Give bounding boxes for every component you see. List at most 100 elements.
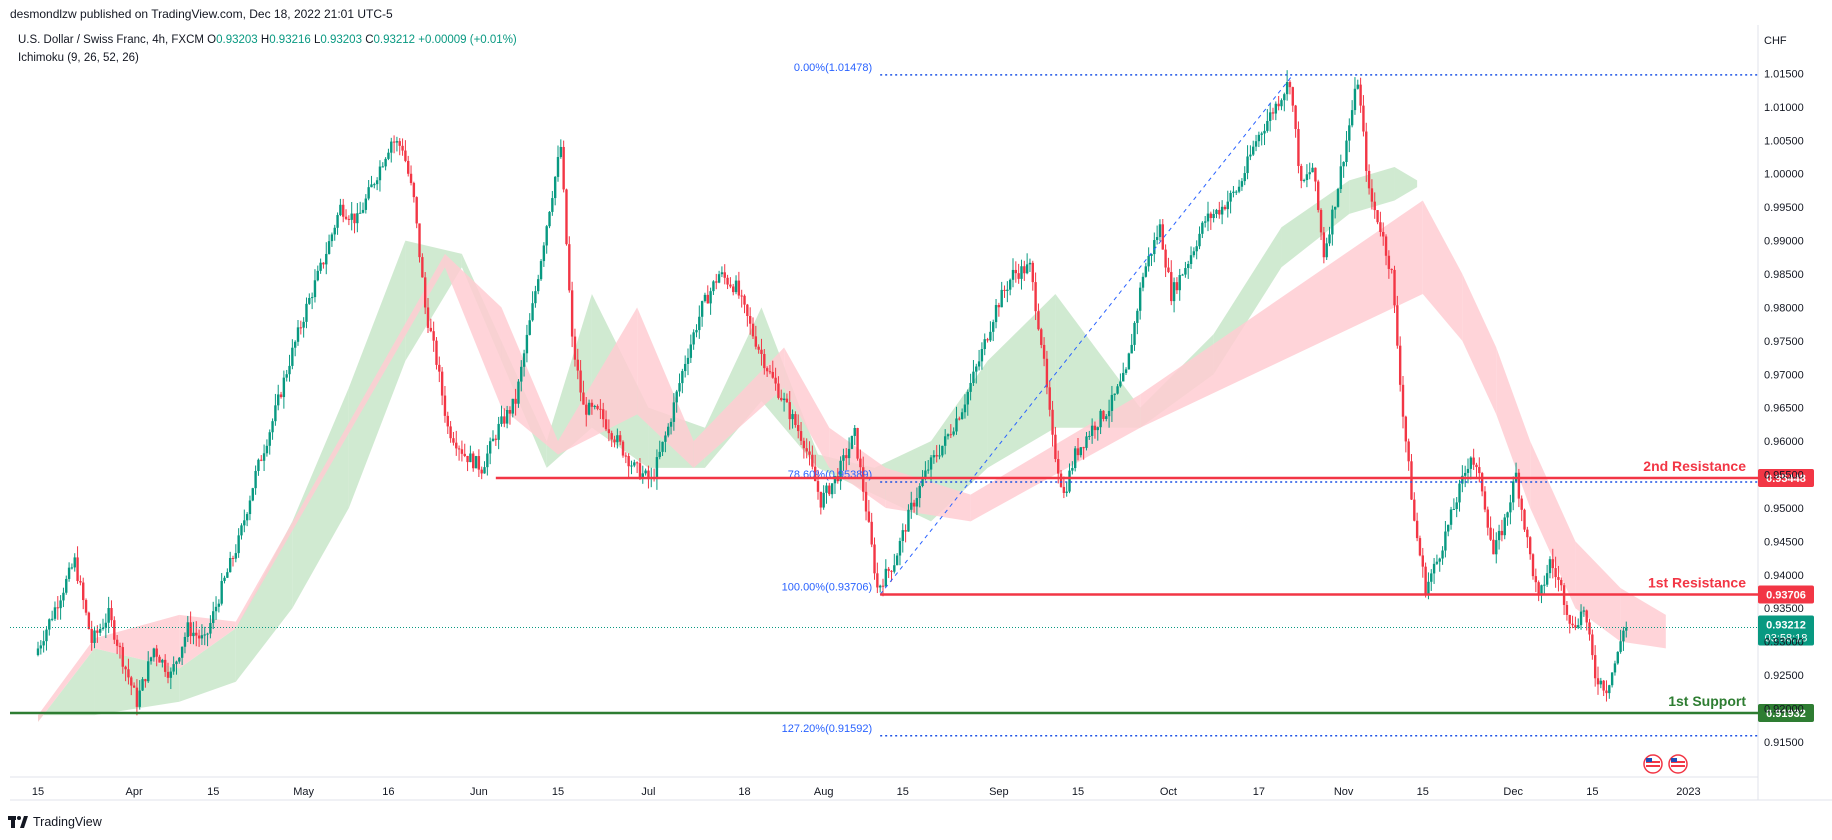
candle [1568,614,1571,634]
symbol-legend[interactable]: U.S. Dollar / Swiss Franc, 4h, FXCM O0.9… [18,34,517,46]
fib-trend-line[interactable] [879,74,1294,595]
candle-body [1497,530,1501,541]
candle [186,615,189,643]
candle-body [412,182,416,198]
candle [1028,258,1032,273]
candle-body [1463,472,1467,476]
candle-body [811,454,814,467]
candle [429,318,433,333]
candle [1543,575,1546,594]
candle [271,418,274,440]
candle [884,559,888,588]
candle-body [265,445,269,454]
candle [941,445,944,458]
candle [1025,253,1029,275]
candle-body [113,620,116,640]
candle-body [82,582,85,601]
candle [1280,98,1283,111]
candle [511,398,514,418]
candle-body [918,485,921,499]
candle-body [681,371,684,384]
candle-body [599,408,602,410]
candle-body [1384,236,1388,256]
candle-body [1243,173,1246,182]
footer-brand: TradingView [33,815,102,829]
indicator-legend[interactable]: Ichimoku (9, 26, 52, 26) [18,52,139,64]
candle [423,272,427,315]
candle [93,626,96,649]
candle [1071,461,1074,475]
candle [127,658,130,685]
candle [206,632,209,647]
candle-body [1300,165,1303,181]
candle-body [189,622,192,637]
candle [1342,161,1345,178]
candle-body [748,315,752,324]
candle [130,675,133,696]
candle-body [542,245,546,262]
price-axis: 0.91500 0.92000 0.92500 0.93000 0.93500 0.940… [1764,68,1804,748]
candle-body [517,381,520,404]
candle [616,428,619,449]
candle-body [98,629,102,633]
candle-body [1435,561,1439,564]
candle [794,411,797,428]
candle-body [1090,425,1094,436]
candle-body [1071,468,1074,471]
candle [302,317,305,338]
candle-body [1444,531,1447,551]
candle-body [751,323,755,337]
candle-body [1051,409,1054,435]
candle-body [757,346,760,350]
candle-body [876,573,879,588]
candle [1413,492,1416,522]
candle [780,389,783,402]
candle [1472,448,1475,470]
candle-body [302,321,305,328]
candle-body [1277,103,1280,107]
candle-body [551,198,554,212]
candle-body [1203,221,1207,223]
candle-body [1447,524,1450,532]
candle [596,404,599,411]
candle-body [692,332,695,345]
current-price-badge[interactable] [1758,615,1814,646]
us-flag-icon[interactable] [1643,754,1663,774]
candle-body [1489,527,1492,540]
candle [73,553,76,572]
candle-body [472,453,475,469]
candle [228,551,232,573]
candle [539,259,543,281]
candle [353,213,356,234]
candle [1492,528,1495,555]
candle-body [830,483,834,495]
candle [1497,524,1501,550]
candle [1093,421,1097,439]
economic-event-flags[interactable] [1643,754,1688,774]
candle [149,656,153,665]
candle-body [1153,240,1156,255]
candlesticks [36,70,1628,716]
candle [384,157,387,171]
fib-level-label: 100.00%(0.93706) [782,581,873,593]
candle-body [1141,276,1145,288]
candle-body [50,618,54,620]
candle [245,512,249,527]
us-flag-icon[interactable] [1668,754,1688,774]
candle [1042,337,1046,367]
candle-body [469,453,472,463]
candle-body [1401,384,1405,417]
candle-body [695,330,698,333]
candle-body [782,398,786,401]
candle-body [1396,305,1399,346]
candle [472,451,475,472]
candle-body [1441,550,1444,559]
candle [927,460,930,474]
candle [1271,107,1275,120]
candle-body [1073,448,1077,469]
candle-body [732,286,735,293]
candle [494,434,498,446]
candle [873,537,876,580]
candle [590,399,594,415]
